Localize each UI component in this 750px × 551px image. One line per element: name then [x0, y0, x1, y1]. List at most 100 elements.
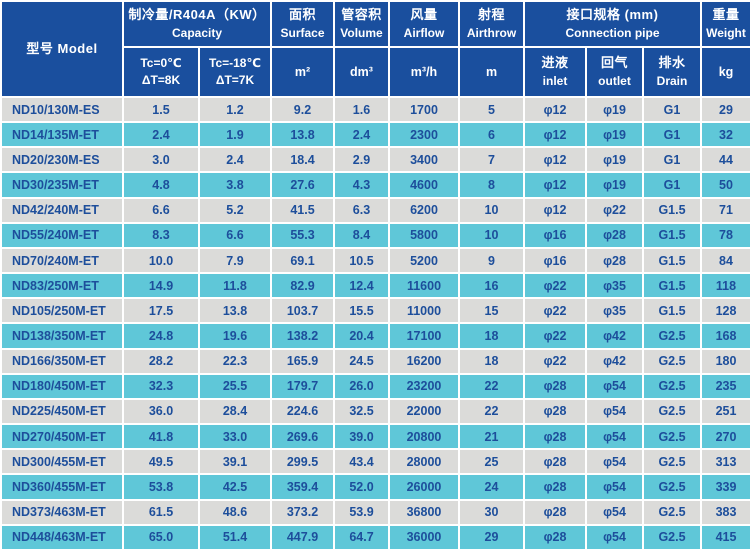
- value-cell: 10.5: [333, 246, 390, 275]
- model-cell: ND20/230M-ES: [0, 146, 124, 174]
- value-cell: 32.3: [122, 372, 200, 400]
- value-cell: 299.5: [270, 448, 335, 476]
- value-cell: G2.5: [642, 523, 702, 551]
- value-cell: 11.8: [198, 272, 272, 300]
- value-cell: 10: [458, 221, 525, 249]
- value-cell: 165.9: [270, 347, 335, 375]
- header-outlet: 回气 outlet: [585, 46, 644, 98]
- header-capacity-tc18-line1: Tc=-18℃: [209, 55, 261, 70]
- value-cell: 1700: [388, 95, 460, 124]
- value-cell: 36000: [388, 523, 460, 551]
- model-cell: ND10/130M-ES: [0, 95, 124, 124]
- header-inlet: 进液 inlet: [523, 46, 587, 98]
- value-cell: φ12: [523, 171, 587, 199]
- value-cell: G2.5: [642, 448, 702, 476]
- value-cell: φ54: [585, 523, 644, 551]
- value-cell: 23200: [388, 372, 460, 400]
- header-airthrow-unit: m: [458, 46, 525, 98]
- value-cell: 53.9: [333, 498, 390, 526]
- value-cell: 29: [700, 95, 750, 124]
- value-cell: 19.6: [198, 322, 272, 350]
- model-cell: ND373/463M-ET: [0, 498, 124, 526]
- model-cell: ND225/450M-ET: [0, 397, 124, 426]
- value-cell: 27.6: [270, 171, 335, 199]
- value-cell: 6.6: [122, 196, 200, 224]
- value-cell: 1.5: [122, 95, 200, 124]
- header-connection-en: Connection pipe: [565, 25, 660, 40]
- header-surface: 面积 Surface: [270, 0, 335, 48]
- value-cell: 4.8: [122, 171, 200, 199]
- value-cell: 270: [700, 423, 750, 451]
- value-cell: 1.9: [198, 121, 272, 149]
- value-cell: G1.5: [642, 196, 702, 224]
- value-cell: φ19: [585, 171, 644, 199]
- value-cell: 24: [458, 473, 525, 501]
- table-row: ND55/240M-ET 8.3 6.6 55.3 8.4 5800 10 φ16 φ28 G1.…: [0, 221, 750, 249]
- value-cell: G2.5: [642, 397, 702, 426]
- value-cell: 6.3: [333, 196, 390, 224]
- table-row: ND30/235M-ET 4.8 3.8 27.6 4.3 4600 8 φ12 φ19 G1 50: [0, 171, 750, 199]
- value-cell: G2.5: [642, 347, 702, 375]
- header-capacity-zh: 制冷量/R404A（KW）: [128, 6, 266, 22]
- header-volume: 管容积 Volume: [333, 0, 390, 48]
- value-cell: 41.8: [122, 423, 200, 451]
- value-cell: φ19: [585, 146, 644, 174]
- value-cell: 71: [700, 196, 750, 224]
- value-cell: φ28: [523, 372, 587, 400]
- value-cell: 15: [458, 297, 525, 325]
- value-cell: 6: [458, 121, 525, 149]
- value-cell: 14.9: [122, 272, 200, 300]
- table-row: ND360/455M-ET 53.8 42.5 359.4 52.0 26000 24 φ28…: [0, 473, 750, 501]
- value-cell: 36.0: [122, 397, 200, 426]
- value-cell: 128: [700, 297, 750, 325]
- value-cell: 8: [458, 171, 525, 199]
- value-cell: 5800: [388, 221, 460, 249]
- header-model: 型号 Model: [0, 0, 124, 98]
- value-cell: 8.3: [122, 221, 200, 249]
- header-drain-en: Drain: [656, 73, 688, 88]
- model-cell: ND70/240M-ET: [0, 246, 124, 275]
- value-cell: 5200: [388, 246, 460, 275]
- value-cell: φ54: [585, 372, 644, 400]
- header-airflow-zh: 风量: [410, 6, 438, 22]
- value-cell: 55.3: [270, 221, 335, 249]
- value-cell: 168: [700, 322, 750, 350]
- value-cell: 179.7: [270, 372, 335, 400]
- value-cell: φ22: [523, 322, 587, 350]
- value-cell: 51.4: [198, 523, 272, 551]
- table-row: ND138/350M-ET 24.8 19.6 138.2 20.4 17100 18 φ22…: [0, 322, 750, 350]
- value-cell: 10: [458, 196, 525, 224]
- value-cell: 16200: [388, 347, 460, 375]
- model-cell: ND166/350M-ET: [0, 347, 124, 375]
- value-cell: φ12: [523, 196, 587, 224]
- value-cell: φ28: [523, 423, 587, 451]
- header-drain-zh: 排水: [658, 54, 686, 70]
- value-cell: 138.2: [270, 322, 335, 350]
- value-cell: 415: [700, 523, 750, 551]
- header-capacity-tc18: Tc=-18℃ ΔT=7K: [198, 46, 272, 98]
- value-cell: 12.4: [333, 272, 390, 300]
- model-cell: ND360/455M-ET: [0, 473, 124, 501]
- value-cell: 7.9: [198, 246, 272, 275]
- header-weight-unit: kg: [700, 46, 750, 98]
- header-row-subs: Tc=0℃ ΔT=8K Tc=-18℃ ΔT=7K m² dm³ m³/h m …: [1, 46, 750, 98]
- header-airthrow-en: Airthrow: [466, 25, 517, 40]
- value-cell: G2.5: [642, 372, 702, 400]
- header-inlet-zh: 进液: [541, 54, 569, 70]
- value-cell: 52.0: [333, 473, 390, 501]
- header-surface-zh: 面积: [288, 6, 316, 22]
- value-cell: G2.5: [642, 473, 702, 501]
- value-cell: φ22: [523, 297, 587, 325]
- header-airflow: 风量 Airflow: [388, 0, 460, 48]
- value-cell: 5: [458, 95, 525, 124]
- value-cell: 2.9: [333, 146, 390, 174]
- value-cell: 39.1: [198, 448, 272, 476]
- model-cell: ND14/135M-ET: [0, 121, 124, 149]
- model-cell: ND30/235M-ET: [0, 171, 124, 199]
- value-cell: 22000: [388, 397, 460, 426]
- model-cell: ND270/450M-ET: [0, 423, 124, 451]
- table-header: 型号 Model 制冷量/R404A（KW） Capacity 面积 Surfa…: [0, 0, 750, 98]
- header-outlet-zh: 回气: [600, 54, 628, 70]
- value-cell: 44: [700, 146, 750, 174]
